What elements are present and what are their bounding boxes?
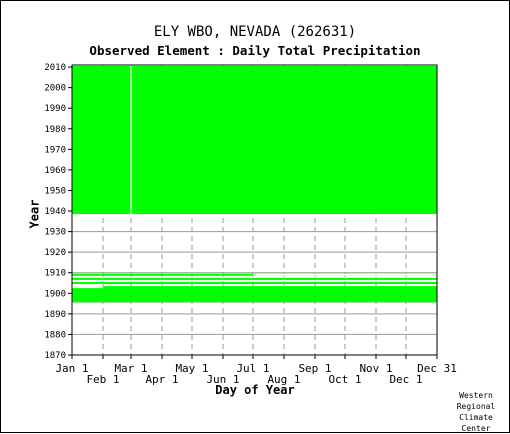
x-tick-label: Apr 1 [145,373,178,386]
y-tick-label: 1910 [44,269,66,279]
data-period-bar [72,66,437,215]
x-tick-label: Dec 1 [389,373,422,386]
data-period-bar [72,281,437,285]
y-tick-label: 1920 [44,248,66,258]
x-tick-label: Jul 1 [236,362,269,375]
y-tick-label: 2000 [44,84,66,94]
x-tick-label: Sep 1 [298,362,331,375]
x-tick-label: Nov 1 [359,362,392,375]
chart-title: ELY WBO, NEVADA (262631) [153,24,357,40]
plot-border [71,64,438,356]
data-gap [253,273,437,276]
y-tick-label: 1880 [44,330,66,340]
data-period-bar [72,277,437,280]
y-tick-label: 1930 [44,228,66,238]
x-tick-label: Dec 31 [417,362,457,375]
data-period-bar [72,286,437,303]
y-tick-label: 1950 [44,186,66,196]
x-axis-label: Day of Year [215,383,295,397]
data-gap [376,214,437,217]
y-tick-label: 1990 [44,104,66,114]
y-tick-label: 1970 [44,145,66,155]
x-tick-label: Mar 1 [114,362,147,375]
y-tick-label: 1940 [44,207,66,217]
x-tick-label: Aug 1 [267,373,300,386]
chart-subtitle: Observed Element : Daily Total Precipita… [89,43,421,58]
x-tick-label: Oct 1 [328,373,361,386]
data-gap [72,286,103,289]
y-tick-label: 1890 [44,310,66,320]
y-tick-label: 1960 [44,166,66,176]
y-tick-label: 1980 [44,125,66,135]
y-tick-label: 1900 [44,289,66,299]
x-tick-label: May 1 [175,362,208,375]
y-tick-label: 1870 [44,351,66,361]
credit-text: Western Regional Climate Center [456,391,496,433]
x-tick-label: Jun 1 [206,373,239,386]
x-tick-label: Jan 1 [55,362,88,375]
x-tick-label: Feb 1 [86,373,119,386]
y-tick-label: 2010 [44,63,66,73]
